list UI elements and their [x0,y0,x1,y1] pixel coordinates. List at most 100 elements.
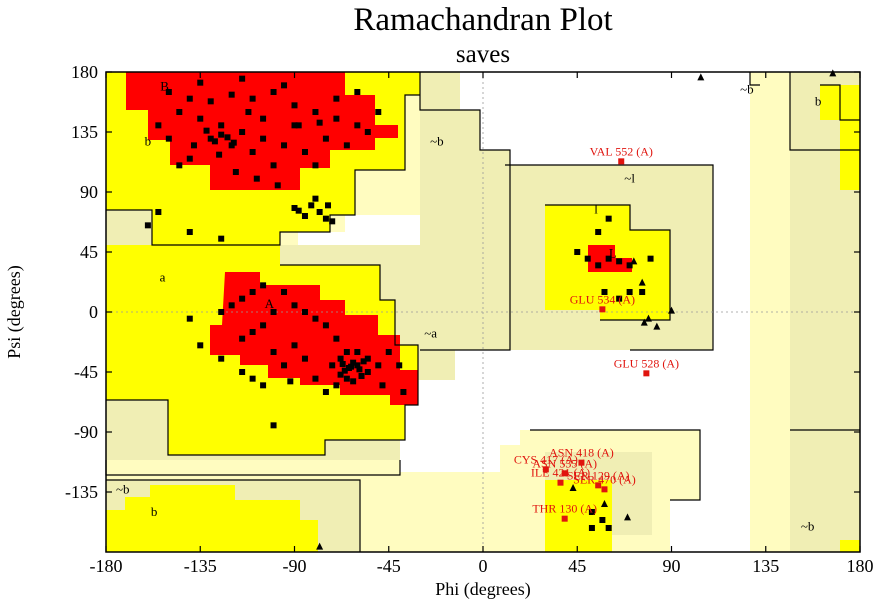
residue-point [190,142,197,149]
residue-point [605,215,612,222]
residue-point [325,202,332,209]
plot-area: Bb ~b ~b b ~l l La A ~a ~b b ~b VAL 552 (A) GLU 534 … [105,69,861,553]
residue-point [356,366,363,373]
residue-point [396,362,403,369]
residue-point [155,209,162,215]
residue-point [176,162,183,169]
x-tick-label: 0 [479,556,488,576]
glycine-point [569,484,577,491]
outlier-point [578,459,585,466]
region-label: ~b [116,481,130,496]
residue-point [322,322,329,329]
outlier-label: SER 470 (A) [573,472,636,486]
residue-point [379,382,386,389]
residue-point [295,122,302,129]
residue-point [616,295,623,302]
residue-point [270,162,277,169]
residue-point [291,205,298,211]
residue-point [218,122,225,129]
residue-point [165,135,172,142]
residue-point [595,262,602,269]
residue-point [260,115,267,122]
residue-point [601,289,608,295]
outlier-points: VAL 552 (A) GLU 534 (A) GLU 528 (A) ASN 418… [514,144,679,522]
residue-point [364,355,371,362]
region-label: A [265,296,275,311]
residue-point [239,369,246,375]
region-label: ~b [430,133,444,148]
glycine-point [697,73,705,81]
residue-point [333,115,340,122]
residue-point [203,127,210,134]
residue-point [308,202,315,209]
residue-point [245,109,252,115]
residue-point [360,358,367,365]
region-label: ~b [740,81,754,96]
residue-point [218,131,225,138]
residue-point [316,119,323,126]
residue-point [260,282,267,289]
outlier-label: ASN 418 (A) [549,446,614,460]
residue-point [354,122,361,129]
x-tick-label: -135 [184,556,217,576]
residue-point [626,289,633,295]
residue-point [333,382,340,389]
residue-point [322,215,329,222]
x-tick-label: -45 [377,556,401,576]
residue-point [354,89,361,95]
residue-point [354,349,361,355]
residue-point [364,129,371,135]
residue-point [287,378,294,385]
residue-point [329,218,336,225]
outlier-point [601,486,608,493]
residue-point [224,134,231,141]
x-tick-label: 180 [847,556,874,576]
glycine-point [644,314,652,322]
residue-point [341,367,348,374]
residue-point [218,309,225,315]
y-axis-label: Psi (degrees) [4,265,25,358]
y-tick-label: 0 [89,302,98,322]
residue-point [647,255,654,262]
y-tick-label: 45 [80,242,98,262]
region-label: B [160,79,169,94]
x-axis-label: Phi (degrees) [435,579,530,600]
glycine-point [829,69,837,77]
outlier-point [595,482,602,489]
residue-point [197,342,204,349]
outlier-label: CYS 417 (A) [514,452,578,466]
residue-point [337,371,344,378]
residue-point [626,262,633,269]
residue-point [312,315,319,322]
residue-point [249,289,256,295]
residue-point [375,109,382,115]
residue-point [270,309,277,315]
residue-point [281,82,288,89]
residue-point [270,349,277,355]
outlier-point [557,479,564,486]
region-label: b [145,133,152,148]
residue-point [281,362,288,369]
residue-point [584,255,591,262]
residue-point [354,362,361,369]
residue-point [329,362,336,369]
outlier-label: VAL 552 (A) [590,144,653,158]
outlier-point [542,466,549,473]
residue-point [281,289,288,295]
x-tick-label: -90 [283,556,307,576]
glycine-point [653,322,661,330]
residue-point [605,525,612,531]
y-tick-label: 135 [71,122,98,142]
residue-point [291,122,298,129]
outlier-label: THR 130 (A) [532,502,597,516]
residue-point [301,309,308,315]
residue-point [343,375,350,382]
glycine-point [640,318,648,326]
residue-point [207,135,214,142]
residue-point [343,142,350,149]
residue-point [339,361,346,367]
region-label: ~b [801,519,815,534]
residue-point [270,422,277,429]
glycine-point [600,500,608,507]
